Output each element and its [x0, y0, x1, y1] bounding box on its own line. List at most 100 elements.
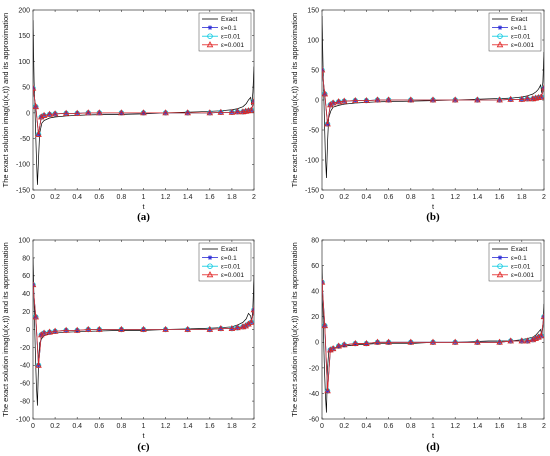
x-tick-label: 0.4: [72, 194, 82, 201]
y-tick-label: 40: [311, 289, 319, 296]
x-tick-label: 1.6: [205, 194, 215, 201]
legend: Exact ε=0.1ε=0.01 ε=0.001: [488, 12, 542, 52]
x-tick-label: 1.8: [517, 194, 527, 201]
x-tick-label: 0.8: [117, 423, 127, 430]
y-tick-label: 0: [315, 97, 319, 104]
data-point-triangle: [352, 96, 359, 103]
legend-label: ε=0.001: [511, 272, 534, 279]
data-point-triangle: [206, 325, 214, 332]
data-point-triangle: [496, 96, 503, 103]
data-point-triangle: [250, 97, 254, 104]
x-tick-label: 2: [252, 194, 256, 201]
data-point-triangle: [73, 109, 81, 116]
data-point-triangle: [340, 341, 348, 348]
data-point-triangle: [327, 101, 334, 108]
legend-label: ε=0.01: [221, 263, 241, 270]
x-tick-label: 0.6: [94, 423, 104, 430]
y-tick-label: -100: [305, 157, 319, 164]
y-tick-label: -50: [20, 136, 30, 143]
chart-panel-b: 0 0.2 0.4 0.6 0.8 1 1.2 1.4 1.6 1.8 2 -150 -100 -50 0 5…: [290, 7, 546, 223]
y-tick-label: 100: [18, 59, 30, 66]
data-point-triangle: [537, 93, 544, 100]
data-point-triangle: [234, 324, 241, 331]
y-tick-label: 50: [311, 67, 319, 74]
data-point-triangle: [537, 332, 544, 339]
series-group: [33, 20, 254, 185]
legend-label: ε=0.001: [511, 42, 534, 49]
legend: Exact ε=0.1ε=0.01 ε=0.001: [198, 12, 252, 52]
x-tick-label: 0.6: [94, 194, 104, 201]
y-axis-label: The exact solution imag(u(x,t)) and its …: [290, 13, 299, 188]
panel-caption: (d): [426, 441, 440, 453]
x-tick-label: 1.2: [161, 194, 171, 201]
data-point-circle: [541, 85, 544, 91]
series-group: [33, 257, 254, 406]
data-point-triangle: [51, 327, 59, 334]
data-point-triangle: [162, 109, 169, 116]
data-point-triangle: [46, 328, 53, 335]
x-tick-label: 0: [320, 194, 324, 201]
data-point-triangle: [96, 325, 103, 332]
panel-caption: (a): [137, 211, 150, 223]
x-tick-label: 1.2: [450, 423, 460, 430]
data-point-triangle: [73, 326, 81, 333]
y-tick-label: 0: [26, 327, 30, 334]
data-point-triangle: [524, 95, 531, 102]
legend-marker-star: [497, 255, 503, 260]
legend-label: Exact: [221, 246, 237, 253]
x-tick-label: 0.2: [50, 194, 60, 201]
x-tick-label: 1.6: [205, 423, 215, 430]
data-point-triangle: [96, 109, 103, 116]
legend-marker-circle: [497, 33, 503, 39]
data-point-triangle: [335, 342, 342, 349]
data-point-triangle: [217, 324, 225, 332]
data-point-triangle: [33, 313, 40, 320]
x-tick-label: 0: [31, 423, 35, 430]
legend-marker-triangle: [206, 271, 214, 278]
legend: Exact ε=0.1ε=0.01 ε=0.001: [488, 242, 542, 282]
data-point-triangle: [46, 110, 53, 117]
y-tick-label: 60: [311, 263, 319, 270]
data-point-triangle: [84, 109, 92, 116]
legend-label: ε=0.1: [221, 255, 237, 262]
data-point-triangle: [507, 337, 514, 344]
y-tick-label: 100: [307, 37, 319, 44]
data-point-triangle: [329, 99, 337, 106]
data-point-triangle: [247, 106, 254, 113]
data-point-triangle: [363, 339, 370, 346]
data-point-triangle: [247, 318, 254, 325]
data-point-triangle: [33, 281, 37, 288]
data-point-triangle: [340, 97, 348, 104]
data-point-triangle: [385, 96, 392, 103]
x-tick-label: 2: [542, 423, 546, 430]
data-point-triangle: [51, 110, 59, 117]
data-point-triangle: [62, 326, 70, 333]
legend-label: ε=0.1: [511, 25, 527, 32]
data-point-triangle: [407, 96, 415, 103]
data-point-triangle: [38, 331, 45, 338]
legend: Exact ε=0.1ε=0.01 ε=0.001: [198, 242, 252, 282]
data-point-triangle: [518, 337, 526, 344]
y-tick-label: -40: [20, 363, 30, 370]
x-tick-label: 0.6: [384, 194, 394, 201]
chart-panel-c: 0 0.2 0.4 0.6 0.8 1 1.2 1.4 1.6 1.8 2 -100 -80 -60 -40…: [1, 237, 256, 453]
series-group: [322, 15, 544, 179]
data-point-triangle: [540, 313, 544, 320]
data-point-triangle: [532, 334, 539, 341]
y-axis-label: The exact solution imag(u(x,t)) and its …: [1, 13, 10, 188]
x-tick-label: 1.8: [517, 423, 527, 430]
y-tick-label: 20: [311, 314, 319, 321]
y-tick-label: 150: [18, 33, 30, 40]
data-point-triangle: [33, 103, 40, 110]
data-point-triangle: [518, 95, 526, 102]
x-tick-label: 2: [252, 423, 256, 430]
data-point-triangle: [535, 333, 542, 340]
legend-marker-circle: [497, 263, 503, 269]
data-point-triangle: [234, 108, 241, 115]
legend-label: ε=0.1: [511, 255, 527, 262]
legend-marker-star: [497, 25, 503, 30]
legend-label: ε=0.01: [511, 33, 531, 40]
x-tick-label: 0.4: [72, 423, 82, 430]
panel-caption: (b): [426, 211, 440, 223]
legend-marker-triangle: [206, 41, 214, 48]
